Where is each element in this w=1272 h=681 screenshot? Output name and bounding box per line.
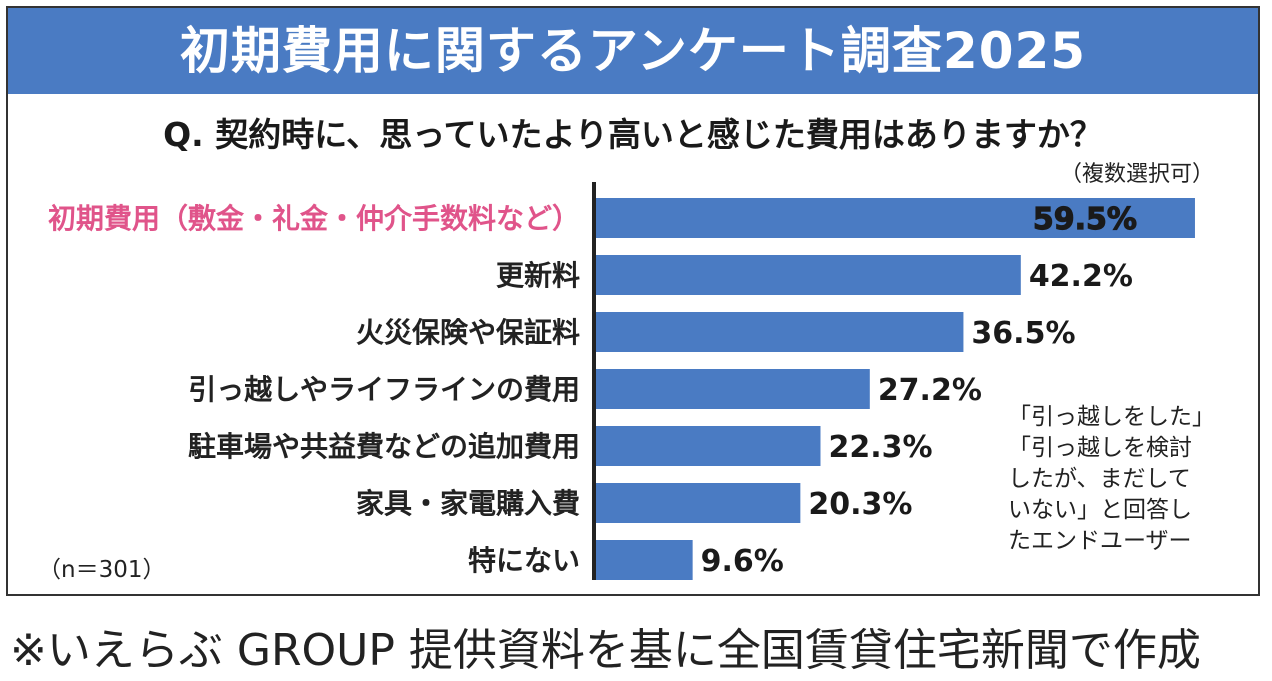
bar	[596, 312, 964, 352]
category-label: 引っ越しやライフラインの費用	[188, 373, 580, 406]
value-label: 22.3%	[828, 430, 932, 465]
sample-size: （n＝301）	[38, 557, 166, 583]
category-label: 特にない	[468, 544, 580, 577]
category-label: 初期費用（敷金・礼金・仲介手数料など）	[48, 202, 580, 235]
source-footer: ※いえらぶ GROUP 提供資料を基に全国賃貸住宅新聞で作成	[10, 625, 1201, 676]
category-label: 火災保険や保証料	[356, 316, 580, 349]
multiple-choice-note: （複数選択可）	[1059, 162, 1214, 187]
category-label: 駐車場や共益費などの追加費用	[188, 430, 580, 463]
value-label: 9.6%	[701, 544, 784, 579]
value-label: 42.2%	[1029, 259, 1133, 294]
bar	[596, 483, 801, 523]
bar	[596, 540, 693, 580]
respondent-note-line: 「引っ越しをした」	[1008, 404, 1215, 430]
value-label: 27.2%	[878, 373, 982, 408]
respondent-note-line: いない」と回答し	[1008, 497, 1192, 523]
value-label: 20.3%	[808, 487, 912, 522]
respondent-note-line: たエンドユーザー	[1008, 528, 1192, 554]
respondent-note-line: 「引っ越しを検討	[1008, 435, 1192, 461]
bar	[596, 198, 1195, 238]
value-label: 59.5%	[1033, 202, 1137, 237]
category-label: 更新料	[496, 259, 580, 292]
value-label: 36.5%	[971, 316, 1075, 351]
survey-question: Q. 契約時に、思っていたより高いと感じた費用はありますか？	[163, 115, 1103, 154]
respondent-note: 「引っ越しをした」 「引っ越しを検討 したが、まだして いない」と回答し たエン…	[1008, 402, 1215, 557]
bar	[596, 369, 870, 409]
bar	[596, 255, 1021, 295]
bar-chart: 初期費用（敷金・礼金・仲介手数料など） 59.5% 更新料 42.2% 火災保険や保証料…	[48, 182, 1195, 580]
category-label: 家具・家電購入費	[356, 487, 580, 520]
bar	[596, 426, 821, 466]
chart-title: 初期費用に関するアンケート調査2025	[8, 8, 1258, 94]
respondent-note-line: したが、まだして	[1008, 466, 1191, 492]
